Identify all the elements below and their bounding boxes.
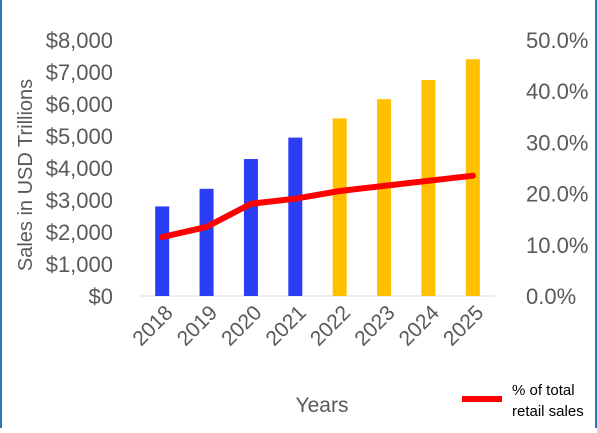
x-tick-label: 2020 [217,301,266,350]
y2-tick-label: 30.0% [526,130,588,155]
x-tick-label: 2025 [439,301,488,350]
bar-2021 [288,137,303,296]
line-series-retail-share [159,172,476,241]
x-axis-label: Years [296,394,349,417]
y-tick-label: $3,000 [46,188,113,213]
y2-tick-label: 0.0% [526,284,576,309]
x-tick-label: 2018 [128,301,177,350]
legend-label-line1: % of total [512,382,575,399]
x-tick-label: 2022 [306,301,355,350]
bar-2018 [155,206,170,296]
y-tick-label: $8,000 [46,28,113,53]
x-tick-label: 2021 [262,301,311,350]
bar-2020 [243,159,258,296]
y2-tick-label: 10.0% [526,233,588,258]
y2-tick-label: 50.0% [526,28,588,53]
y-tick-label: $4,000 [46,156,113,181]
y2-tick-label: 40.0% [526,79,588,104]
x-tick-label: 2023 [350,301,399,350]
x-tick-label: 2024 [395,301,445,351]
y-axis-label: Sales in USD Trillions [15,79,37,271]
y-tick-label: $2,000 [46,220,113,245]
y-tick-label: $0 [89,284,113,309]
bar-2024 [421,80,436,296]
y2-tick-label: 20.0% [526,182,588,207]
legend-label-line2: retail sales [512,403,584,420]
legend: % of total retail sales [462,382,584,420]
bar-2022 [332,118,347,297]
y-tick-label: $5,000 [46,124,113,149]
y-tick-label: $6,000 [46,92,113,117]
bar-2023 [377,99,392,296]
y-tick-label: $1,000 [46,252,113,277]
bar-2019 [199,188,214,296]
x-tick-label: 2019 [173,301,222,350]
y-tick-label: $7,000 [46,60,113,85]
